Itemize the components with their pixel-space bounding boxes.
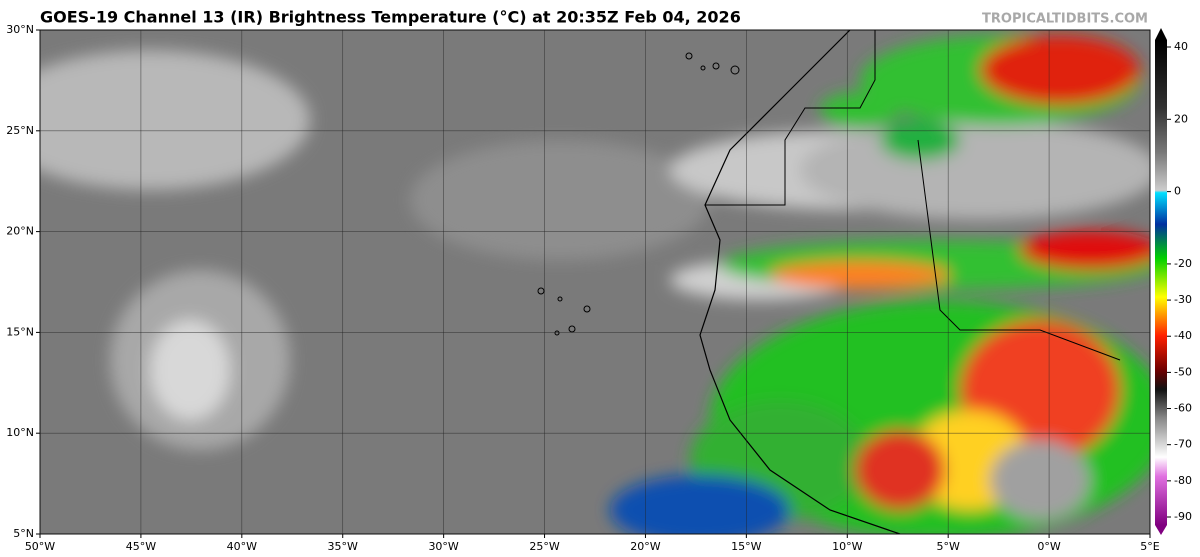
colorbar-extend-bottom [1155,525,1167,535]
watermark: TROPICALTIDBITS.COM [982,12,1148,27]
x-tick-label: 15°W [731,540,761,553]
x-tick-label: 25°W [529,540,559,553]
x-tick-label: 5°E [1140,540,1159,553]
y-tick-label: 20°N [6,225,34,238]
colorbar-tick-label: -60 [1174,402,1192,415]
colorbar-tick-label: -90 [1174,510,1192,523]
x-tick-label: 50°W [25,540,55,553]
colorbar-tick-label: -40 [1174,329,1192,342]
x-tick-label: 35°W [328,540,358,553]
colorbar [1155,40,1167,525]
colorbar-tick-label: -50 [1174,365,1192,378]
colorbar-tick-label: 0 [1174,185,1181,198]
colorbar-extend-top [1155,28,1167,40]
satellite-imagery [40,30,1150,534]
colorbar-tick-label: -20 [1174,257,1192,270]
colorbar-tick-label: -70 [1174,438,1192,451]
colorbar-tick-label: 40 [1174,40,1188,53]
map-title: GOES-19 Channel 13 (IR) Brightness Tempe… [40,8,741,27]
y-tick-label: 30°N [6,23,34,36]
colorbar-tick-label: 20 [1174,112,1188,125]
x-tick-label: 30°W [428,540,458,553]
x-tick-label: 10°W [832,540,862,553]
x-tick-label: 20°W [630,540,660,553]
y-tick-label: 5°N [13,527,34,540]
x-tick-label: 5°W [936,540,959,553]
y-tick-label: 15°N [6,325,34,338]
y-tick-label: 10°N [6,426,34,439]
x-tick-label: 40°W [227,540,257,553]
y-tick-label: 25°N [6,124,34,137]
x-tick-label: 0°W [1037,540,1060,553]
x-tick-label: 45°W [126,540,156,553]
colorbar-tick-label: -80 [1174,474,1192,487]
colorbar-tick-label: -30 [1174,293,1192,306]
